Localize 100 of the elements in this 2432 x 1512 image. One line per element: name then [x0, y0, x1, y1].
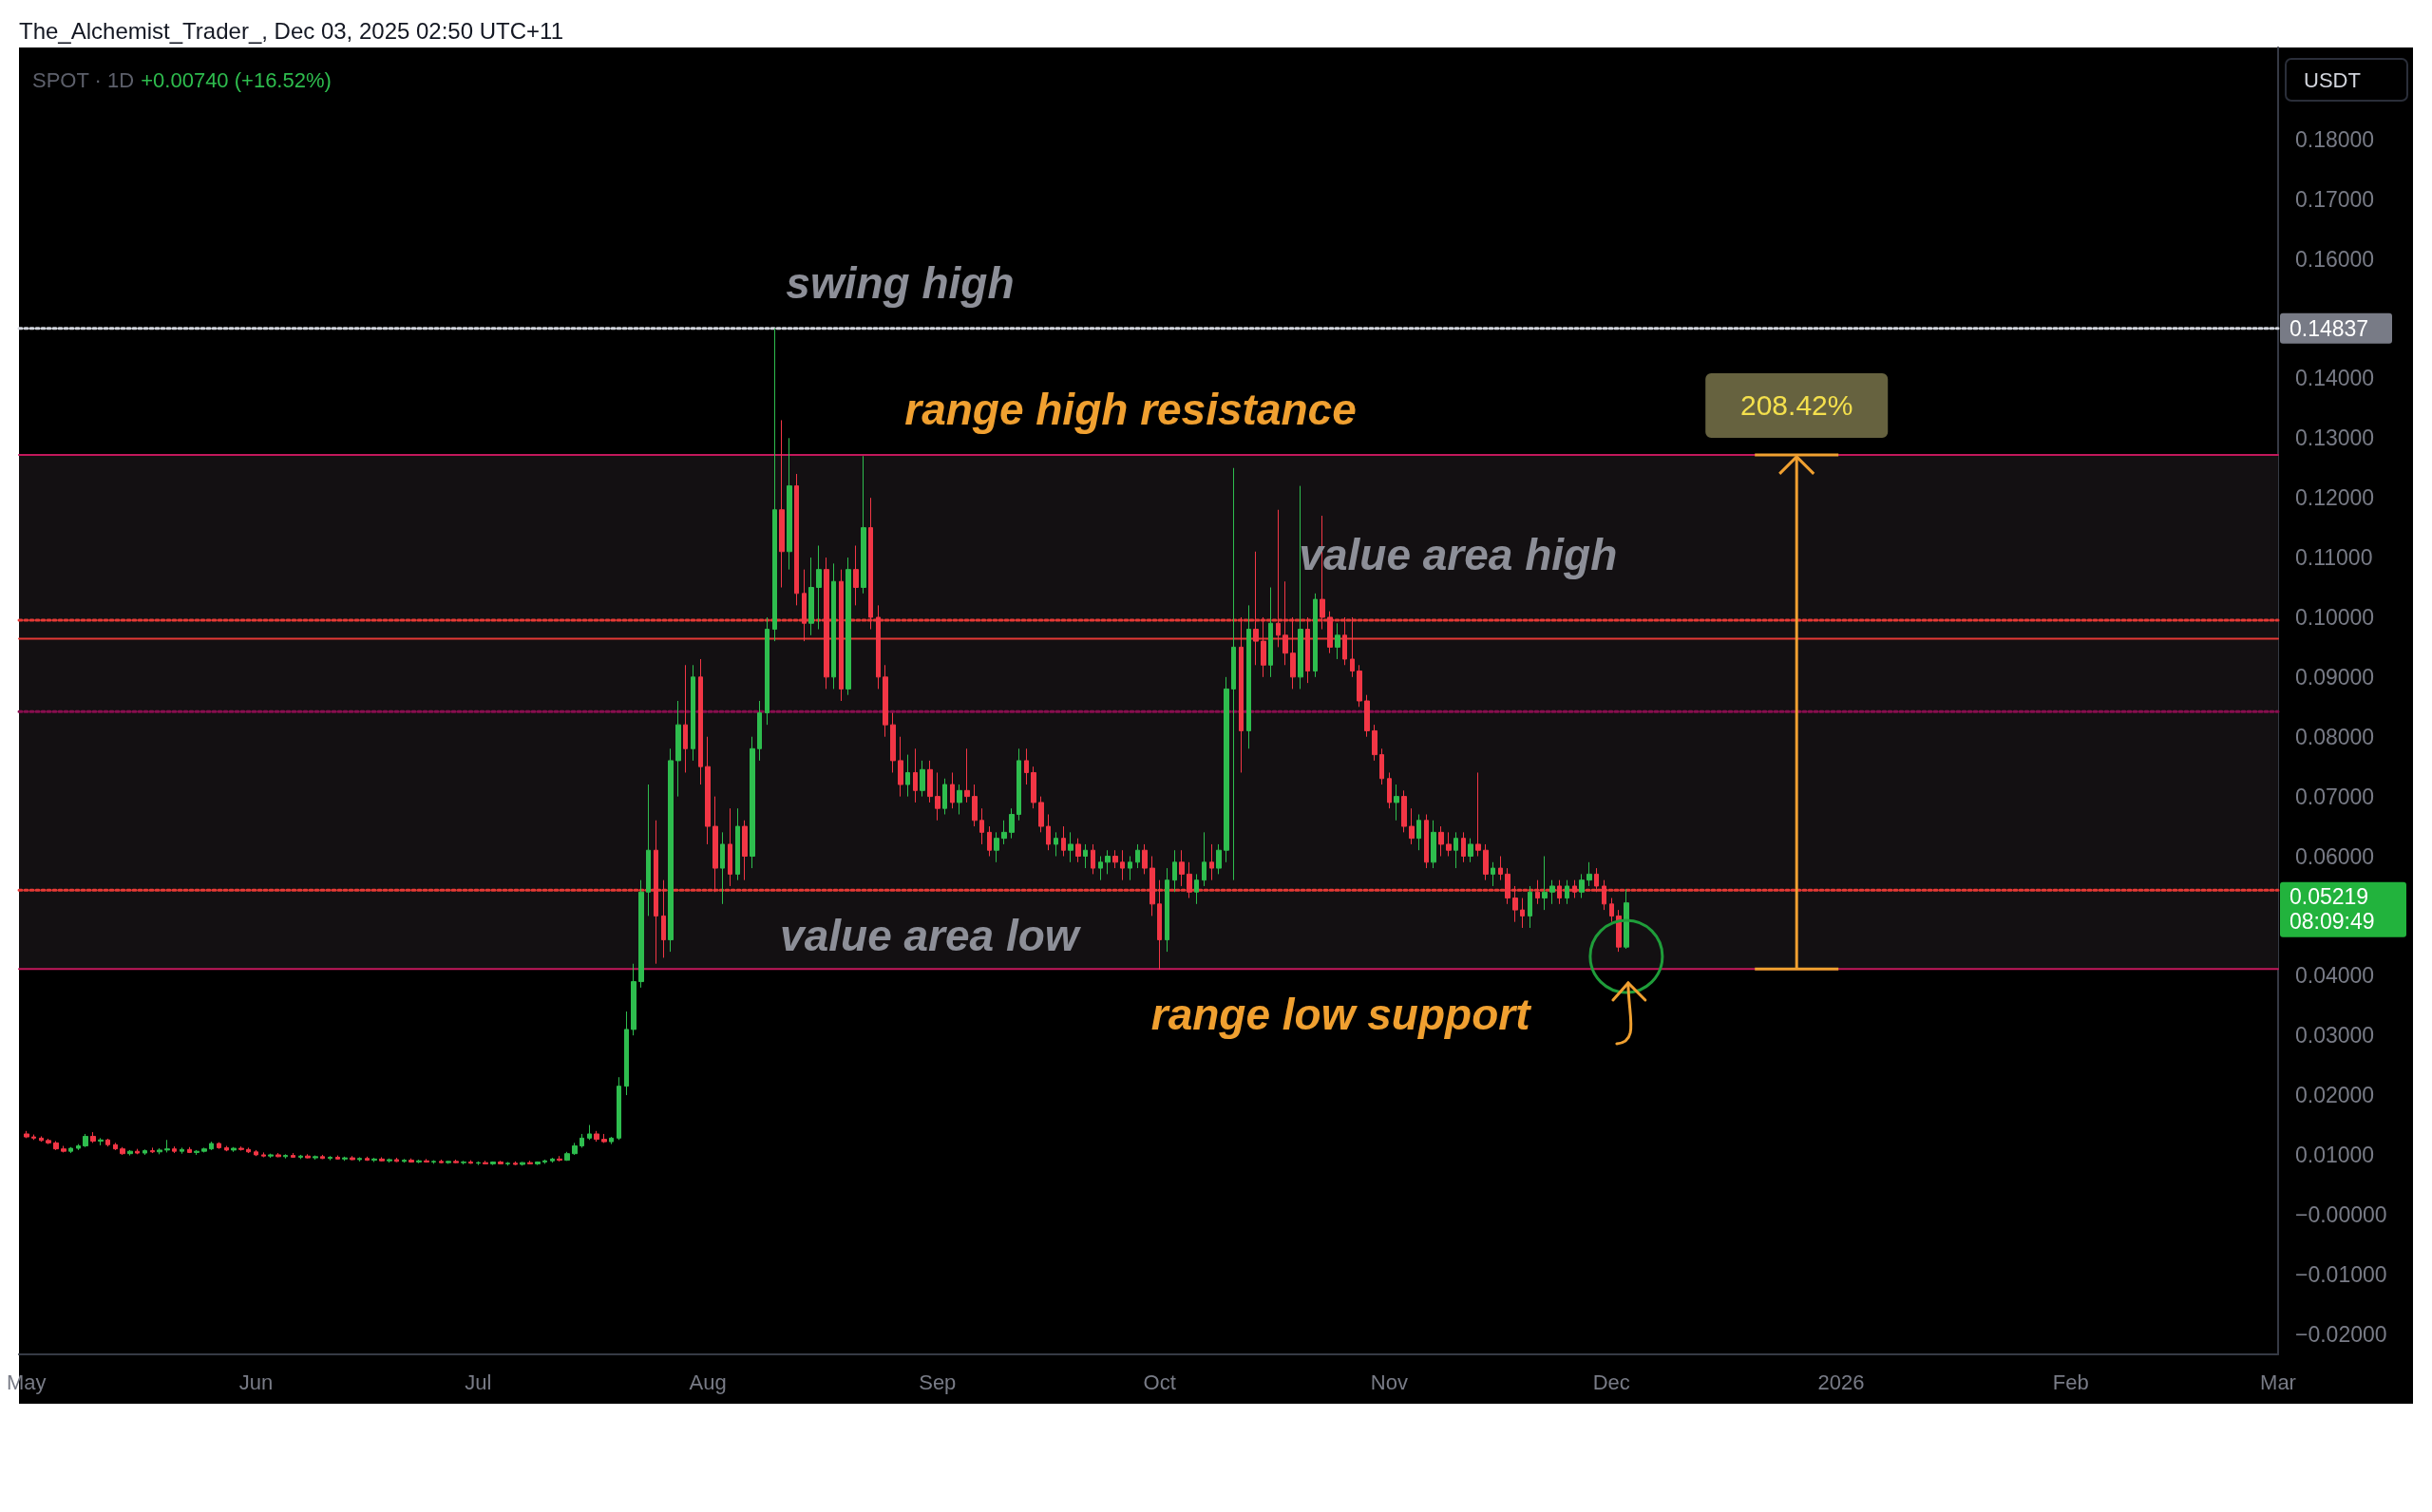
- candlestick: [808, 557, 814, 636]
- candlestick: [498, 1160, 504, 1165]
- y-tick-label: 0.12000: [2295, 485, 2375, 511]
- ref-line-label: value area low: [780, 911, 1082, 961]
- candlestick: [779, 419, 785, 589]
- candlestick: [1016, 747, 1021, 822]
- y-tick-label: 0.09000: [2295, 664, 2375, 690]
- candlestick: [712, 796, 718, 893]
- candlestick: [127, 1149, 133, 1157]
- candlestick: [1009, 807, 1015, 840]
- y-tick-label: 0.07000: [2295, 784, 2375, 809]
- candlestick: [742, 820, 748, 881]
- candlestick: [328, 1155, 332, 1162]
- candlestick: [98, 1137, 104, 1146]
- candlestick: [157, 1147, 162, 1155]
- candlestick: [246, 1146, 251, 1154]
- candlestick: [90, 1131, 96, 1143]
- candlestick: [1565, 879, 1569, 905]
- candlestick: [527, 1160, 533, 1165]
- candlestick: [217, 1142, 221, 1150]
- text: 0.05219: [2290, 883, 2369, 909]
- candlestick: [950, 771, 955, 809]
- candlestick: [76, 1143, 81, 1151]
- candlestick: [661, 879, 666, 958]
- candlestick: [594, 1130, 599, 1143]
- candlestick: [1261, 616, 1266, 678]
- candlestick: [371, 1157, 377, 1162]
- candlestick: [935, 771, 940, 822]
- candlestick: [83, 1133, 88, 1148]
- x-tick-label: Mar: [2260, 1370, 2296, 1394]
- candlestick: [624, 1011, 629, 1096]
- candlestick: [1461, 831, 1466, 863]
- candlestick: [305, 1153, 311, 1160]
- candlestick: [1024, 747, 1029, 785]
- candlestick: [1239, 616, 1244, 773]
- annotation: +0.00740 (+16.52%): [141, 67, 332, 92]
- candlestick: [920, 760, 925, 798]
- candlestick: [1157, 879, 1162, 971]
- candlestick: [698, 658, 703, 785]
- y-tick-label: 0.17000: [2295, 186, 2375, 212]
- candlestick: [231, 1146, 237, 1153]
- candlestick: [402, 1158, 407, 1163]
- candlestick: [201, 1146, 207, 1153]
- candlestick: [1061, 825, 1066, 858]
- candlestick: [1112, 849, 1118, 869]
- candlestick: [342, 1156, 348, 1162]
- candlestick: [1209, 843, 1214, 881]
- x-tick-label: Aug: [689, 1370, 727, 1394]
- candlestick: [957, 784, 962, 815]
- candlestick: [394, 1157, 399, 1162]
- candlestick: [468, 1160, 473, 1164]
- x-tick-label: 2026: [1817, 1370, 1865, 1394]
- candlestick: [335, 1155, 340, 1161]
- candlestick: [1150, 856, 1155, 917]
- candlestick: [927, 760, 933, 803]
- candlestick: [1602, 879, 1606, 911]
- candlestick: [53, 1140, 59, 1151]
- candlestick: [1394, 784, 1399, 822]
- candlestick: [1401, 789, 1407, 833]
- candlestick: [601, 1133, 607, 1143]
- candlestick: [905, 754, 910, 798]
- candlestick: [1075, 838, 1081, 863]
- candlestick: [357, 1156, 362, 1162]
- candlestick: [1609, 898, 1614, 923]
- y-tick-label: 0.11000: [2295, 545, 2373, 571]
- x-tick-label: Dec: [1592, 1370, 1630, 1394]
- candlestick: [408, 1158, 414, 1163]
- candlestick: [461, 1160, 466, 1165]
- candlestick: [720, 831, 725, 905]
- annotation: 208.42%: [1739, 389, 1853, 422]
- candlestick: [1046, 813, 1051, 851]
- candlestick: [638, 879, 644, 989]
- candlestick: [972, 784, 978, 827]
- y-tick-label: 0.01000: [2295, 1142, 2375, 1167]
- candlestick: [1535, 879, 1540, 905]
- candlestick: [320, 1154, 325, 1160]
- candlestick: [150, 1146, 155, 1154]
- candlestick: [1387, 771, 1392, 809]
- candlestick: [1313, 593, 1318, 678]
- y-tick-label: −0.02000: [2295, 1321, 2387, 1347]
- candlestick: [617, 1076, 621, 1141]
- candlestick: [1454, 831, 1458, 869]
- candlestick: [1528, 885, 1532, 929]
- candlestick: [446, 1160, 451, 1164]
- candlestick: [898, 736, 903, 798]
- candlestick: [276, 1152, 281, 1158]
- candlestick: [1572, 879, 1577, 899]
- candlestick: [1246, 604, 1251, 749]
- candlestick: [1038, 796, 1044, 833]
- candlestick: [1491, 861, 1495, 887]
- candlestick: [964, 747, 970, 803]
- candlestick: [1416, 813, 1421, 851]
- candlestick: [1054, 831, 1058, 858]
- candlestick: [1031, 765, 1036, 809]
- candlestick: [1586, 861, 1592, 887]
- candlestick: [913, 747, 918, 803]
- candlestick: [839, 569, 844, 702]
- candlestick: [1165, 867, 1169, 953]
- candlestick: [557, 1155, 562, 1162]
- candlestick: [816, 544, 822, 631]
